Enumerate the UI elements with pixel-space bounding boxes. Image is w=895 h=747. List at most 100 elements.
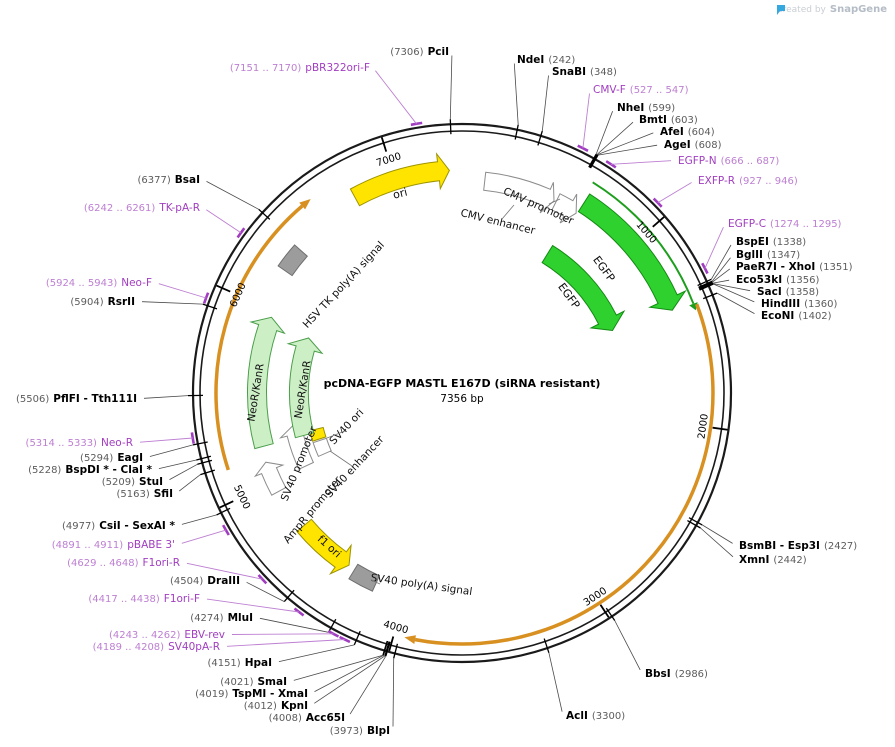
primer-line-CMV-F <box>582 93 590 149</box>
feature-connector-2 <box>326 430 346 439</box>
enzyme-label-KpnI: (4012) KpnI <box>244 700 308 712</box>
enzyme-label-BbsI: BbsI (2986) <box>645 668 708 680</box>
enzyme-tick-HindIII <box>699 283 714 291</box>
enzyme-label-XmnI: XmnI (2442) <box>739 554 807 566</box>
primer-label-SV40pA-R: (4189 .. 4208) SV40pA-R <box>93 641 220 653</box>
feature-connector-4 <box>370 579 381 585</box>
plasmid-length: 7356 bp <box>440 393 484 405</box>
enzyme-tick-BbsI <box>605 607 616 621</box>
primer-label-EXFP-R: EXFP-R (927 .. 946) <box>698 175 798 187</box>
enzyme-label-BsaI: (6377) BsaI <box>137 174 200 186</box>
feature-egfp-inner <box>541 244 626 332</box>
enzyme-line-SnaBI <box>541 75 549 132</box>
watermark-created-by: Created by <box>776 4 826 15</box>
feature-egfp-cds-arc <box>592 181 695 305</box>
primer-mark-pBR322ori-F <box>410 121 423 127</box>
enzyme-tick-RsrII <box>202 303 218 310</box>
scale-tick-6000 <box>216 284 231 293</box>
enzyme-tick-PaeR7I-XhoI <box>698 281 713 289</box>
scale-label-5000: 5000 <box>231 483 252 511</box>
feature-label-cmv-enhancer: CMV enhancer <box>459 207 537 237</box>
enzyme-line-MluI <box>259 617 329 633</box>
enzyme-line-KpnI <box>314 655 386 704</box>
enzyme-tick-CsiI-SexAI- <box>216 507 231 516</box>
enzyme-label-StuI: (5209) StuI <box>102 476 163 488</box>
primer-mark-Neo-R <box>190 432 195 444</box>
primer-line-pBABE-3- <box>181 529 227 544</box>
feature-insert-cds-arc-arrowhead <box>404 635 416 644</box>
enzyme-label-Acc65I: (4008) Acc65I <box>269 712 345 724</box>
primer-mark-pBABE-3- <box>221 524 230 536</box>
feature-insert-cds-arc <box>414 303 715 646</box>
primer-label-pBR322ori-F: (7151 .. 7170) pBR322ori-F <box>230 62 370 74</box>
enzyme-tick-AfeI <box>589 154 598 169</box>
enzyme-tick-BsaI <box>258 208 271 220</box>
enzyme-tick-SmaI <box>382 640 388 656</box>
feature-hsv-tk-polya <box>277 244 309 277</box>
enzyme-tick-BspEI <box>697 278 712 287</box>
enzyme-line-BmtI <box>596 121 634 155</box>
enzyme-line-NdeI <box>513 63 519 125</box>
enzyme-line-XmnI <box>700 527 734 558</box>
primer-line-TK-pA-R <box>206 209 242 234</box>
primer-line-Neo-R <box>139 437 193 443</box>
enzyme-tick-AclI <box>543 638 550 654</box>
enzyme-label-RsrII: (5904) RsrII <box>70 296 135 308</box>
enzyme-line-BlpI <box>392 658 395 727</box>
enzyme-tick-KpnI <box>384 641 390 657</box>
primer-line-F1ori-R <box>186 562 263 580</box>
enzyme-tick-DraIII <box>283 589 295 603</box>
enzyme-label-DraIII: (4504) DraIII <box>170 575 240 587</box>
primer-label-F1ori-R: (4629 .. 4648) F1ori-R <box>67 557 180 569</box>
enzyme-line-EcoNI <box>716 292 755 314</box>
feature-egfp-outer <box>577 193 687 311</box>
enzyme-line-AclI <box>548 652 563 712</box>
enzyme-label-AclI: AclI (3300) <box>566 710 625 722</box>
enzyme-tick-NdeI <box>514 124 519 140</box>
feature-cmv-promoter <box>551 193 578 224</box>
enzyme-line-BglII <box>711 257 731 282</box>
primer-line-SV40pA-R <box>226 639 345 647</box>
backbone-outer-circle <box>191 122 733 664</box>
enzyme-label-AgeI: AgeI (608) <box>664 139 722 151</box>
enzyme-label-PciI: (7306) PciI <box>390 46 449 58</box>
enzyme-line-PciI <box>449 55 453 120</box>
enzyme-line-Acc65I <box>349 655 387 715</box>
primer-mark-SV40pA-R <box>339 635 351 644</box>
feature-neor-kanr-outer <box>246 316 286 450</box>
enzyme-line-CsiI-SexAI- <box>181 514 217 525</box>
primer-line-pBR322ori-F <box>375 70 417 125</box>
enzyme-line-PaeR7I-XhoI <box>712 268 731 283</box>
enzyme-label-EagI: (5294) EagI <box>80 452 143 464</box>
enzyme-line-BsmBI-Esp3I <box>701 524 733 544</box>
enzyme-line-BbsI <box>614 620 641 671</box>
enzyme-label-BspDI-ClaI-: (5228) BspDI * - ClaI * <box>28 464 152 476</box>
enzyme-label-BmtI: BmtI (603) <box>639 114 698 126</box>
enzyme-line-Eco53kI <box>712 279 730 284</box>
primer-line-F1ori-F <box>206 598 300 613</box>
enzyme-line-HpaI <box>278 644 355 662</box>
scale-label-6000: 6000 <box>228 281 248 309</box>
enzyme-tick-NheI <box>588 153 597 168</box>
enzyme-tick-PciI <box>449 119 452 135</box>
feature-connector-3 <box>329 450 353 467</box>
enzyme-tick-HpaI <box>353 630 361 646</box>
enzyme-label-BglII: BglII (1347) <box>736 249 800 261</box>
enzyme-line-BspEI <box>710 244 732 280</box>
enzyme-label-Eco53kI: Eco53kI (1356) <box>736 274 819 286</box>
enzyme-label-NdeI: NdeI (242) <box>517 54 575 66</box>
enzyme-label-SfiI: (5163) SfiI <box>116 488 173 500</box>
enzyme-line-SacI <box>713 283 751 292</box>
primer-label-Neo-R: (5314 .. 5333) Neo-R <box>26 437 133 449</box>
enzyme-tick-BglII <box>698 280 713 288</box>
primer-label-CMV-F: CMV-F (527 .. 547) <box>593 84 689 96</box>
primer-label-Neo-F: (5924 .. 5943) Neo-F <box>46 277 152 289</box>
plasmid-title-block: pcDNA-EGFP MASTL E167D (siRNA resistant)… <box>292 377 632 405</box>
primer-label-EGFP-N: EGFP-N (666 .. 687) <box>678 155 779 167</box>
primer-label-EBV-rev: (4243 .. 4262) EBV-rev <box>109 629 225 641</box>
enzyme-line-HindIII <box>713 283 755 303</box>
scale-tick-3000 <box>599 604 610 618</box>
enzyme-label-EcoNI: EcoNI (1402) <box>761 310 832 322</box>
enzyme-line-AgeI <box>597 144 658 156</box>
